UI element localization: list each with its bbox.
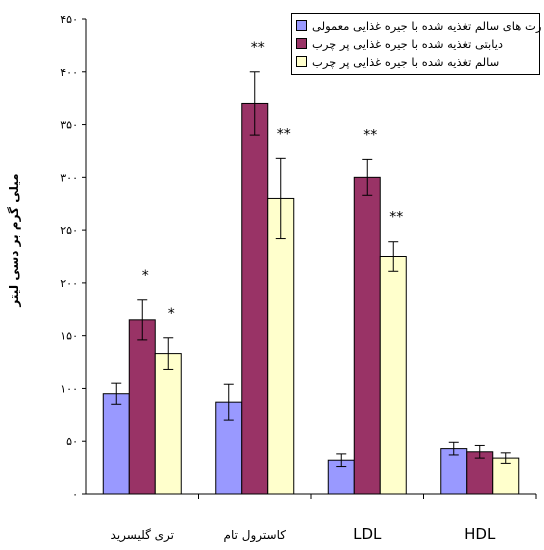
bar <box>154 353 182 495</box>
y-tick-label: ۵۰ <box>66 435 78 448</box>
y-axis-label: میلی گرم بر دسی لیتر <box>7 173 21 307</box>
legend-label-diabetic-high-fat: دیابتی تغذیه شده با جیره غذایی پر چرب <box>312 36 504 51</box>
legend-item-healthy-high-fat: سالم تغذیه شده با جیره غذایی پر چرب <box>296 54 499 69</box>
legend-item-diabetic-high-fat: دیابتی تغذیه شده با جیره غذایی پر چرب <box>296 36 503 51</box>
legend-swatch-diabetic-high-fat <box>296 38 307 49</box>
significance-label: ** <box>277 126 291 142</box>
legend: رت های سالم تغذیه شده با جیره غذایی معمو… <box>291 13 541 75</box>
bar <box>267 197 295 495</box>
axes-layer: ۰ ۵۰ ۱۰۰ ۱۵۰ ۲۰۰ ۲۵۰ ۳۰۰ ۳۵۰ ۴۰۰ ۴۵۰ تری گلیسرید کا… <box>60 13 537 543</box>
bar <box>241 102 269 495</box>
significance-label: * <box>142 268 149 284</box>
y-tick-label: ۳۰۰ <box>60 171 78 184</box>
legend-swatch-normal-diet <box>296 20 307 31</box>
y-tick-label: ۲۰۰ <box>60 277 78 290</box>
y-tick-label: ۳۵۰ <box>60 119 78 132</box>
legend-label-normal-diet: رت های سالم تغذیه شده با جیره غذایی معمو… <box>312 18 542 33</box>
annotations-layer: ****** **** <box>111 40 511 468</box>
bar <box>379 256 407 495</box>
significance-label: ** <box>389 210 403 226</box>
y-tick-label: ۴۰۰ <box>60 66 78 79</box>
x-tick-label: LDL <box>353 525 382 543</box>
y-tick-label: ۲۵۰ <box>60 224 78 237</box>
y-tick-label: ۴۵۰ <box>60 13 78 26</box>
x-tick-label: HDL <box>464 525 496 543</box>
bar <box>128 319 156 495</box>
x-tick-label: تری گلیسرید <box>111 528 174 543</box>
bar <box>353 176 381 495</box>
bar <box>102 393 130 495</box>
y-tick-label: ۰ <box>72 488 78 501</box>
y-tick-label: ۱۵۰ <box>60 330 78 343</box>
bars-layer <box>102 102 520 495</box>
legend-swatch-healthy-high-fat <box>296 56 307 67</box>
y-tick-label: ۱۰۰ <box>60 382 78 395</box>
legend-label-healthy-high-fat: سالم تغذیه شده با جیره غذایی پر چرب <box>312 54 500 69</box>
legend-item-normal-diet: رت های سالم تغذیه شده با جیره غذایی معمو… <box>296 18 541 33</box>
x-tick-label: کاسترول تام <box>224 528 287 543</box>
significance-label: ** <box>251 40 265 56</box>
significance-label: ** <box>363 127 377 143</box>
significance-label: * <box>168 306 175 322</box>
